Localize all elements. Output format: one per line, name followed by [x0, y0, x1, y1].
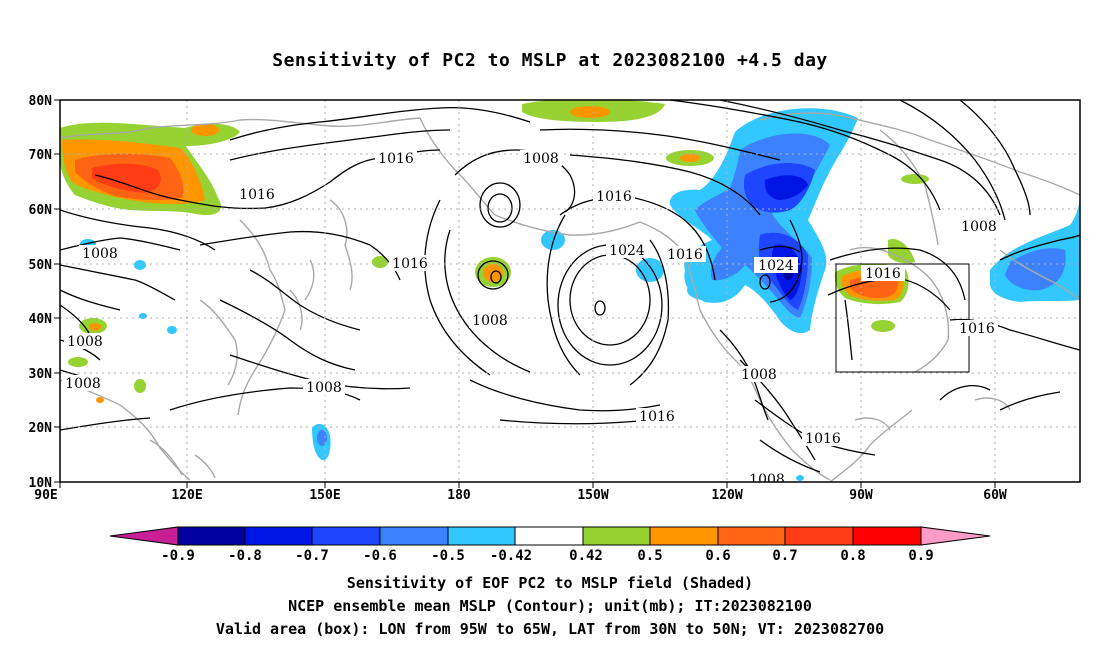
- lon-label: 120W: [711, 488, 742, 503]
- contour-labels: 1016 1016 1008 1016 1016 1024 1016 1024 …: [62, 150, 1000, 488]
- lon-label: 150E: [309, 488, 340, 503]
- contour-label: 1008: [523, 151, 559, 167]
- colorbar-swatch: [852, 526, 922, 546]
- lat-label: 40N: [29, 312, 53, 327]
- footer-shading-description: Sensitivity of EOF PC2 to MSLP field (Sh…: [346, 574, 754, 592]
- lat-lon-grid: [60, 100, 1080, 482]
- shade-region: [134, 379, 146, 393]
- contour-label: 1008: [741, 367, 777, 383]
- shade-region: [680, 154, 700, 162]
- lat-ticks: [54, 99, 60, 483]
- colorbar-swatch: [244, 526, 313, 546]
- mslp-contours: [60, 100, 1080, 473]
- lon-label: 90E: [34, 488, 57, 503]
- shade-region: [871, 320, 895, 332]
- colorbar-label: 0.42: [569, 548, 603, 564]
- contour-label: 1016: [392, 256, 428, 272]
- contour-label: 1024: [758, 258, 794, 274]
- contour-label: 1008: [749, 472, 785, 488]
- lat-label: 70N: [29, 148, 53, 163]
- colorbar-label: 0.5: [637, 548, 662, 564]
- shade-region: [850, 276, 898, 298]
- contour-label: 1016: [596, 189, 632, 205]
- lon-label: 120E: [171, 488, 202, 503]
- lat-label: 60N: [29, 203, 53, 218]
- lon-label: 150W: [577, 488, 608, 503]
- lon-ticks: [59, 482, 996, 488]
- colorbar-label: -0.5: [431, 548, 465, 564]
- colorbar-swatch: [379, 526, 449, 546]
- lon-label: 60W: [983, 488, 1007, 503]
- chart-title: Sensitivity of PC2 to MSLP at 2023082100…: [272, 50, 828, 71]
- contour-label: 1016: [959, 321, 995, 337]
- colorbar-label: 0.6: [705, 548, 730, 564]
- map-frame: [59, 99, 1081, 483]
- contour-label: 1016: [667, 247, 703, 263]
- contour-label: 1008: [306, 380, 342, 396]
- lat-label: 20N: [29, 421, 53, 436]
- colorbar-label: -0.9: [161, 548, 195, 564]
- map-background: [60, 100, 1080, 482]
- footer-valid-area: Valid area (box): LON from 95W to 65W, L…: [215, 620, 885, 638]
- colorbar-under-arrow: [109, 526, 179, 546]
- colorbar-label: -0.8: [228, 548, 262, 564]
- lat-label: 50N: [29, 258, 53, 273]
- shade-region: [167, 326, 177, 334]
- shade-region: [570, 106, 610, 118]
- colorbar-label: -0.42: [490, 548, 532, 564]
- colorbar-swatch: [447, 526, 516, 546]
- colorbar-label: 0.9: [908, 548, 933, 564]
- lat-label: 80N: [29, 94, 53, 109]
- contour-label: 1008: [472, 313, 508, 329]
- shade-region: [96, 397, 104, 403]
- shade-region: [89, 323, 101, 331]
- colorbar-over-arrow: [920, 526, 991, 546]
- contour-label: 1008: [67, 334, 103, 350]
- shade-region: [191, 124, 219, 136]
- colorbar: -0.9 -0.8 -0.7 -0.6 -0.5 -0.42 0.42 0.5 …: [109, 526, 991, 564]
- valid-area-box: [835, 263, 970, 373]
- lat-label: 10N: [29, 476, 53, 491]
- contour-label: 1016: [239, 187, 275, 203]
- shade-region: [901, 174, 929, 184]
- shade-region: [764, 175, 808, 200]
- contour-label: 1016: [378, 151, 414, 167]
- shade-region: [92, 163, 161, 193]
- lon-label: 90W: [849, 488, 873, 503]
- shade-region: [796, 475, 804, 481]
- colorbar-swatch: [582, 526, 651, 546]
- shade-region: [68, 357, 88, 367]
- shade-region: [372, 256, 388, 268]
- shaded-sensitivity-field: [60, 100, 1080, 481]
- colorbar-label: -0.7: [295, 548, 329, 564]
- colorbar-label: 0.8: [840, 548, 865, 564]
- colorbar-swatch: [717, 526, 786, 546]
- contour-label: 1008: [65, 376, 101, 392]
- colorbar-label: -0.6: [363, 548, 397, 564]
- contour-label: 1008: [82, 246, 118, 262]
- colorbar-swatch: [784, 526, 854, 546]
- contour-label: 1016: [639, 409, 675, 425]
- contour-label: 1008: [961, 219, 997, 235]
- colorbar-swatch: [177, 526, 246, 546]
- shade-region: [134, 260, 146, 270]
- contour-label: 1016: [805, 431, 841, 447]
- footer-contour-description: NCEP ensemble mean MSLP (Contour); unit(…: [288, 597, 812, 615]
- shade-region: [1005, 248, 1066, 291]
- colorbar-swatch: [514, 526, 584, 546]
- shade-region: [888, 239, 915, 264]
- lon-labels: 90E 120E 150E 180 150W 120W 90W 60W: [34, 488, 1007, 503]
- colorbar-swatch: [311, 526, 381, 546]
- contour-label: 1024: [609, 243, 645, 259]
- contour-label: 1016: [865, 266, 901, 282]
- lat-label: 30N: [29, 367, 53, 382]
- lon-label: 180: [447, 488, 471, 503]
- colorbar-label: 0.7: [772, 548, 797, 564]
- lat-labels: 80N 70N 60N 50N 40N 30N 20N 10N: [29, 94, 53, 491]
- colorbar-swatch: [649, 526, 719, 546]
